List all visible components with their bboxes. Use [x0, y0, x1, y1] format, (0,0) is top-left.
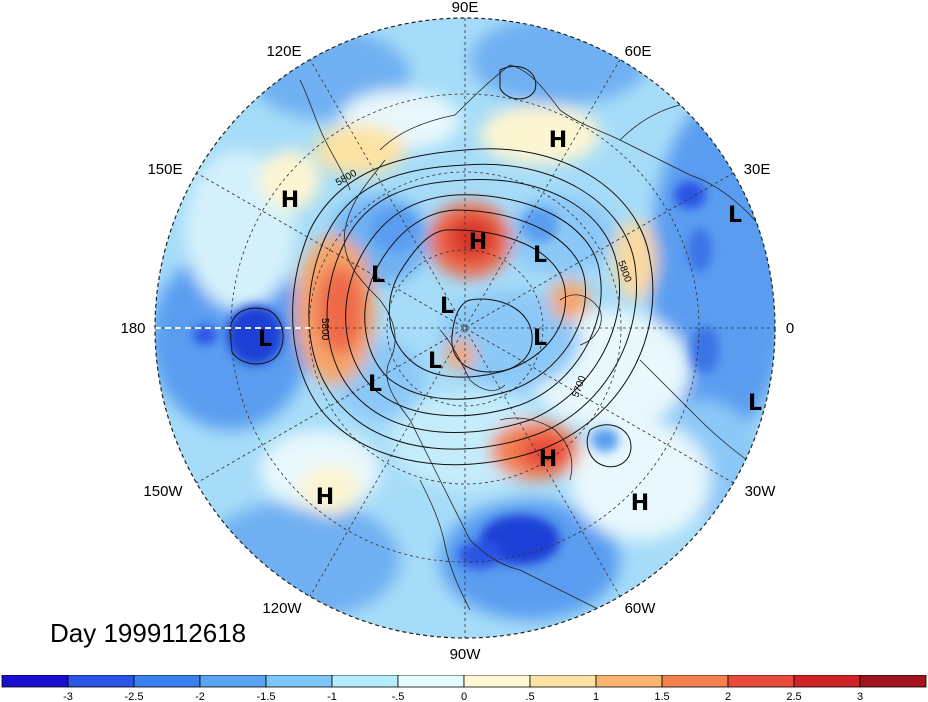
- colorbar-tick-label: 1: [593, 691, 599, 702]
- colorbar-tick-label: 0: [461, 691, 467, 702]
- high-marker: H: [281, 188, 299, 213]
- anomaly-field: [155, 18, 775, 638]
- colorbar-box: [397, 675, 465, 688]
- pressure-centers: H H L H L L L L L L H H L L H: [258, 128, 762, 516]
- colorbar-box: [331, 675, 399, 688]
- high-marker: H: [549, 128, 567, 153]
- colorbar-boxes: [1, 675, 927, 688]
- colorbar-tick-label: .5: [525, 691, 534, 702]
- low-marker: L: [428, 349, 442, 374]
- colorbar: -3 -2.5 -2 -1.5 -1 -.5 0 .5 1 1.5 2 2.5 3: [1, 675, 927, 702]
- high-marker: H: [316, 485, 334, 510]
- colorbar-tick-label: 2: [725, 691, 731, 702]
- lon-label-90e: 90E: [452, 0, 479, 16]
- low-marker: L: [748, 391, 762, 416]
- colorbar-box: [67, 675, 135, 688]
- colorbar-tick-label: 1.5: [654, 691, 669, 702]
- colorbar-box: [1, 675, 69, 688]
- page-title: Day 1999112618: [50, 618, 247, 648]
- low-marker: L: [440, 294, 454, 319]
- colorbar-box: [199, 675, 267, 688]
- lon-label-30w: 30W: [745, 483, 777, 500]
- colorbar-tick-label: -1.5: [257, 691, 276, 702]
- high-marker: H: [539, 447, 557, 472]
- polar-map: 5800 5800 5800 5700 90E 60E 30E 0 30: [120, 0, 794, 663]
- height-contours: [229, 65, 654, 468]
- colorbar-box: [727, 675, 795, 688]
- colorbar-tick-label: -1: [327, 691, 337, 702]
- map-boundary: [154, 17, 776, 639]
- low-marker: L: [258, 327, 272, 352]
- lon-label-60e: 60E: [625, 43, 652, 60]
- colorbar-box: [529, 675, 597, 688]
- colorbar-ticks: -3 -2.5 -2 -1.5 -1 -.5 0 .5 1 1.5 2 2.5 3: [63, 691, 863, 702]
- colorbar-box: [661, 675, 729, 688]
- lon-label-120w: 120W: [262, 600, 302, 617]
- high-marker: H: [469, 230, 487, 255]
- longitude-labels: 90E 60E 30E 0 30W 60W 90W 120W 150W 180 …: [120, 0, 794, 663]
- low-marker: L: [533, 326, 547, 351]
- colorbar-tick-label: 3: [857, 691, 863, 702]
- graticule: [155, 18, 775, 638]
- colorbar-box: [133, 675, 201, 688]
- lon-label-0: 0: [786, 320, 794, 337]
- colorbar-box: [859, 675, 927, 688]
- colorbar-tick-label: -3: [63, 691, 73, 702]
- low-marker: L: [368, 372, 382, 397]
- high-marker: H: [631, 491, 649, 516]
- colorbar-box: [265, 675, 333, 688]
- lon-label-150e: 150E: [147, 161, 182, 178]
- colorbar-tick-label: 2.5: [786, 691, 801, 702]
- contour-label-5800-c: 5800: [319, 318, 330, 341]
- lon-label-120e: 120E: [266, 43, 301, 60]
- colorbar-tick-label: -2: [195, 691, 205, 702]
- low-marker: L: [371, 263, 385, 288]
- low-marker: L: [728, 203, 742, 228]
- lon-label-150w: 150W: [143, 483, 183, 500]
- lon-label-60w: 60W: [625, 600, 657, 617]
- colorbar-tick-label: -2.5: [125, 691, 144, 702]
- lon-label-90w: 90W: [450, 646, 482, 663]
- colorbar-box: [463, 675, 531, 688]
- colorbar-box: [595, 675, 663, 688]
- low-marker: L: [533, 243, 547, 268]
- lon-label-30e: 30E: [744, 161, 771, 178]
- lon-label-180: 180: [120, 320, 145, 337]
- colorbar-tick-label: -.5: [392, 691, 405, 702]
- colorbar-box: [793, 675, 861, 688]
